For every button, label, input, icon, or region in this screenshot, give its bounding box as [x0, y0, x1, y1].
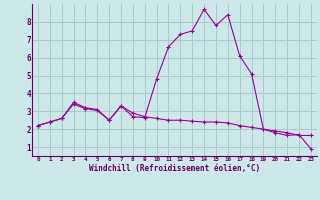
X-axis label: Windchill (Refroidissement éolien,°C): Windchill (Refroidissement éolien,°C): [89, 164, 260, 173]
